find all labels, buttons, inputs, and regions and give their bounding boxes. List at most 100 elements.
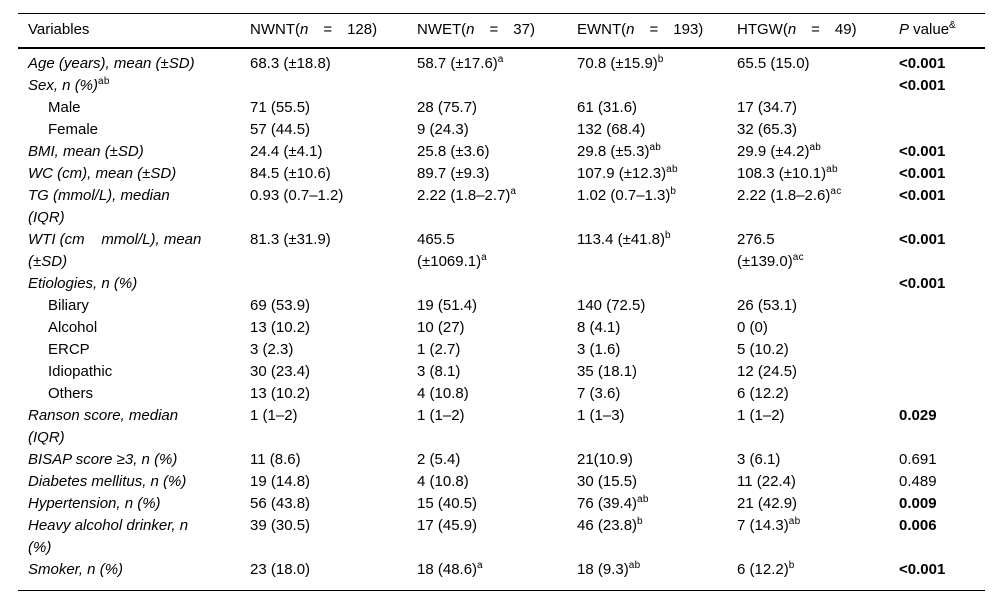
value-cell-htgw: 29.9 (±4.2)ab [737, 142, 822, 161]
col-header-variables: Variables [18, 13, 250, 49]
superscript-marker: a [510, 186, 517, 197]
table-row: Etiologies, n (%) <0.001 [18, 273, 985, 295]
value-cell-nwet: 19 (51.4) [417, 297, 478, 314]
table-row: Hypertension, n (%) 56 (43.8) 15 (40.5) 76 … [18, 493, 985, 515]
superscript-marker: ab [649, 142, 662, 153]
p-value-cell [899, 97, 985, 119]
superscript-marker: b [637, 516, 643, 527]
p-value-cell: 0.009 [899, 495, 937, 512]
table-row: ERCP 3 (2.3) 1 (2.7) 3 (1.6) 5 (10.2) [18, 339, 985, 361]
value-cell-nwnt: 69 (53.9) [250, 297, 311, 314]
p-value-cell: <0.001 [899, 231, 946, 248]
value-cell-nwnt: 1 (1–2) [250, 407, 298, 424]
p-value-cell [899, 119, 985, 141]
value-cell-htgw: 26 (53.1) [737, 297, 798, 314]
value-cell-nwet: 1 (2.7) [417, 341, 461, 358]
value-cell-nwet [417, 75, 577, 97]
table-row: WTI (cm mmol/L), mean (±SD) 81.3 (±31.9) 4… [18, 229, 985, 273]
value-cell-ewnt: 35 (18.1) [577, 363, 638, 380]
value-cell-nwet: 465.5 (±1069.1)a [417, 231, 487, 270]
superscript-marker: ab [637, 494, 649, 505]
table-row: Sex, n (%)ab <0.001 [18, 75, 985, 97]
p-value-cell [899, 317, 985, 339]
superscript-marker: & [949, 20, 957, 31]
variable-cell: Biliary [48, 297, 89, 314]
value-cell-ewnt: 1.02 (0.7–1.3)b [577, 186, 677, 205]
superscript-marker: ab [809, 142, 822, 153]
value-cell-nwnt [250, 273, 417, 295]
variable-cell: BISAP score ≥3, n (%) [28, 451, 178, 468]
value-cell-htgw: 12 (24.5) [737, 363, 798, 380]
value-cell-nwet: 17 (45.9) [417, 517, 478, 534]
value-cell-nwnt: 68.3 (±18.8) [250, 55, 331, 72]
table-row: Smoker, n (%) 23 (18.0) 18 (48.6)a 18 (9.3)… [18, 559, 985, 591]
superscript-marker: ab [666, 164, 678, 175]
value-cell-ewnt: 70.8 (±15.9)b [577, 54, 664, 73]
value-cell-htgw: 2.22 (1.8–2.6)ac [737, 186, 842, 205]
value-cell-ewnt: 140 (72.5) [577, 297, 646, 314]
value-cell-ewnt: 8 (4.1) [577, 319, 621, 336]
value-cell-htgw: 7 (14.3)ab [737, 516, 801, 535]
col-header-ewnt: EWNT(n = 193) [577, 13, 737, 49]
table-head-row: Variables NWNT(n = 128) NWET(n = 37) EWNT(n… [18, 13, 985, 49]
p-value-cell: <0.001 [899, 275, 946, 292]
value-cell-nwnt [250, 75, 417, 97]
value-cell-nwet: 10 (27) [417, 319, 465, 336]
value-cell-ewnt: 21(10.9) [577, 451, 633, 468]
value-cell-nwet: 18 (48.6)a [417, 560, 483, 579]
p-value-cell: <0.001 [899, 165, 946, 182]
value-cell-ewnt: 46 (23.8)b [577, 516, 643, 535]
value-cell-nwnt: 57 (44.5) [250, 121, 311, 138]
superscript-marker: a [481, 252, 487, 263]
value-cell-ewnt: 30 (15.5) [577, 473, 638, 490]
p-value-cell: 0.489 [899, 473, 937, 490]
value-cell-htgw: 6 (12.2)b [737, 560, 795, 579]
value-cell-nwet: 89.7 (±9.3) [417, 165, 490, 182]
value-cell-nwnt: 11 (8.6) [250, 451, 301, 468]
table-row: Heavy alcohol drinker, n (%) 39 (30.5) 17 … [18, 515, 985, 559]
value-cell-htgw: 0 (0) [737, 319, 768, 336]
superscript-marker: ab [826, 164, 838, 175]
variable-cell: WC (cm), mean (±SD) [28, 165, 177, 182]
value-cell-ewnt: 107.9 (±12.3)ab [577, 164, 678, 183]
value-cell-htgw: 65.5 (15.0) [737, 55, 810, 72]
superscript-marker: a [497, 54, 504, 65]
value-cell-nwnt: 13 (10.2) [250, 385, 311, 402]
superscript-marker: b [788, 560, 795, 571]
value-cell-nwet: 4 (10.8) [417, 385, 469, 402]
variable-cell: Heavy alcohol drinker, n (%) [28, 517, 189, 556]
p-value-cell: <0.001 [899, 143, 946, 160]
variable-cell: Hypertension, n (%) [28, 495, 161, 512]
table-row: TG (mmol/L), median (IQR) 0.93 (0.7–1.2) 2… [18, 185, 985, 229]
p-value-cell [899, 383, 985, 405]
variable-cell: Age (years), mean (±SD) [28, 55, 195, 72]
col-header-nwnt: NWNT(n = 128) [250, 13, 417, 49]
value-cell-htgw: 6 (12.2) [737, 385, 789, 402]
variable-cell: Idiopathic [48, 363, 113, 380]
variable-cell: ERCP [48, 341, 90, 358]
table-head: Variables NWNT(n = 128) NWET(n = 37) EWNT(n… [18, 13, 985, 49]
value-cell-ewnt: 7 (3.6) [577, 385, 621, 402]
table-row: Alcohol 13 (10.2) 10 (27) 8 (4.1) 0 (0) [18, 317, 985, 339]
table-row: Others 13 (10.2) 4 (10.8) 7 (3.6) 6 (12.2) [18, 383, 985, 405]
value-cell-htgw: 1 (1–2) [737, 407, 785, 424]
value-cell-ewnt: 29.8 (±5.3)ab [577, 142, 662, 161]
col-header-pvalue: P value& [899, 13, 985, 49]
variable-cell: Male [48, 99, 81, 116]
value-cell-nwnt: 56 (43.8) [250, 495, 311, 512]
superscript-marker: ac [830, 186, 842, 197]
p-value-cell: 0.029 [899, 407, 937, 424]
p-value-cell [899, 295, 985, 317]
superscript-marker: b [670, 186, 677, 197]
superscript-marker: b [657, 54, 664, 65]
superscript-marker: a [477, 560, 483, 571]
value-cell-nwnt: 71 (55.5) [250, 99, 311, 116]
value-cell-nwnt: 19 (14.8) [250, 473, 311, 490]
variable-cell: WTI (cm mmol/L), mean (±SD) [28, 231, 202, 270]
value-cell-htgw [737, 75, 899, 97]
value-cell-htgw: 276.5 (±139.0)ac [737, 231, 804, 270]
value-cell-nwet: 4 (10.8) [417, 473, 469, 490]
variable-cell: BMI, mean (±SD) [28, 143, 144, 160]
variable-cell: Others [48, 385, 94, 402]
superscript-marker: ab [788, 516, 801, 527]
